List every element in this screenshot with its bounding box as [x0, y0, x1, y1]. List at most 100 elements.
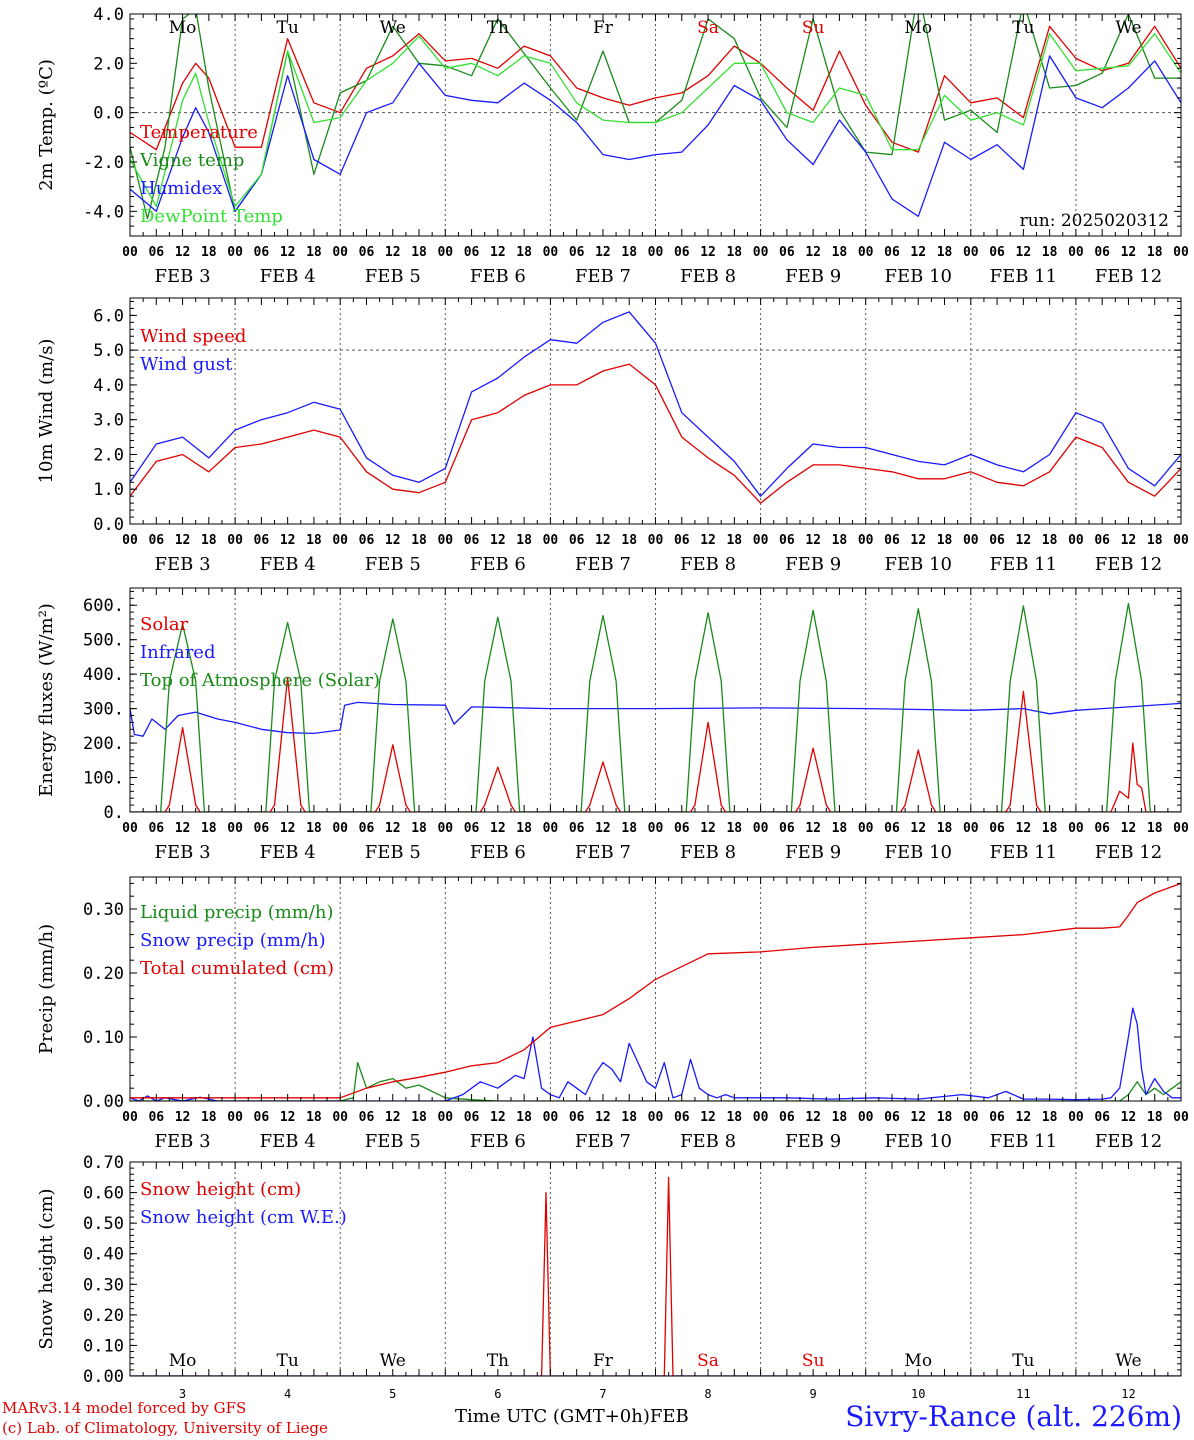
- weekday-label: Th: [487, 1351, 509, 1371]
- date-label: FEB 9: [785, 1131, 841, 1152]
- hour-tick-label: 06: [359, 245, 375, 260]
- weekday-label: We: [380, 1351, 406, 1371]
- run-label: run: 2025020312: [1020, 211, 1169, 231]
- hour-tick-label: 12: [910, 245, 926, 260]
- weekday-label: Sa: [697, 1351, 719, 1371]
- hour-tick-label: 00: [1068, 821, 1084, 836]
- legend-entry: Wind speed: [140, 326, 246, 347]
- hour-tick-label: 00: [543, 245, 559, 260]
- weekday-label: Tu: [277, 1351, 299, 1371]
- hour-tick-label: 12: [1016, 533, 1032, 548]
- hour-tick-label: 18: [516, 533, 532, 548]
- series-dewpoint-temp: [130, 33, 1181, 208]
- hour-tick-label: 06: [148, 1110, 164, 1125]
- hour-tick-label: 18: [1147, 821, 1163, 836]
- hour-tick-label: 06: [464, 245, 480, 260]
- series-liquid-precip-mm-h: [130, 1061, 1181, 1101]
- legend-entry: Snow height (cm W.E.): [140, 1207, 347, 1228]
- y-axis-label: 10m Wind (m/s): [36, 339, 57, 484]
- series-infrared: [130, 701, 1181, 737]
- hour-tick-label: 12: [385, 1110, 401, 1125]
- day-number-label: 3: [179, 1387, 186, 1401]
- hour-tick-label: 18: [1147, 245, 1163, 260]
- date-label: FEB 12: [1095, 842, 1162, 863]
- day-number-label: 11: [1016, 1387, 1030, 1401]
- panel-4: 0.00 0.10 0.20 0.30 Precip (mm/h) Liquid prec…: [36, 876, 1189, 1152]
- series-group: [130, 1176, 1181, 1376]
- series-temperature: [130, 25, 1181, 153]
- hour-tick-label: 12: [1121, 245, 1137, 260]
- hour-tick-label: 00: [332, 821, 348, 836]
- y-tick-label: 4.0: [93, 5, 124, 25]
- hour-tick-label: 18: [306, 245, 322, 260]
- hour-tick-label: 06: [989, 821, 1005, 836]
- hour-tick-label: 18: [726, 245, 742, 260]
- y-tick-label: 2.0: [93, 445, 124, 465]
- legend-entry: Vigne temp: [139, 150, 244, 171]
- hour-tick-label: 18: [201, 821, 217, 836]
- hour-tick-label: 18: [1147, 1110, 1163, 1125]
- hour-tick-label: 00: [437, 533, 453, 548]
- hour-tick-label: 00: [437, 821, 453, 836]
- date-label: FEB 10: [885, 842, 952, 863]
- series-snow-precip-mm-h: [130, 1007, 1181, 1101]
- hour-tick-label: 06: [464, 533, 480, 548]
- hour-tick-label: 06: [254, 1110, 270, 1125]
- hour-tick-label: 00: [858, 1110, 874, 1125]
- month-label: FEB: [649, 1406, 689, 1427]
- hour-tick-label: 00: [543, 1110, 559, 1125]
- hour-tick-label: 06: [569, 533, 585, 548]
- date-label: FEB 11: [990, 554, 1057, 575]
- weekday-label: Th: [487, 18, 509, 38]
- hour-tick-label: 06: [569, 245, 585, 260]
- hour-tick-label: 18: [306, 533, 322, 548]
- series-total-cumulated-cm: [130, 882, 1181, 1099]
- legend-entry: Infrared: [140, 642, 215, 663]
- hour-tick-label: 18: [832, 533, 848, 548]
- panel-5: 0.00 0.10 0.20 0.30 0.40 0.50 0.60 0.70 Snow hei…: [36, 1153, 1182, 1401]
- y-tick-label: 0.60: [83, 1184, 124, 1204]
- panel-3: 0. 100. 200. 300. 400. 500. 600. Energy fluxes …: [36, 587, 1189, 863]
- hour-tick-label: 00: [227, 1110, 243, 1125]
- date-label: FEB 11: [990, 842, 1057, 863]
- date-label: FEB 6: [470, 266, 526, 287]
- day-number-label: 4: [284, 1387, 291, 1401]
- hour-tick-label: 00: [753, 245, 769, 260]
- hour-tick-label: 18: [1147, 533, 1163, 548]
- date-label: FEB 4: [260, 266, 316, 287]
- date-label: FEB 6: [470, 554, 526, 575]
- legend-entry: Total cumulated (cm): [140, 958, 334, 979]
- date-label: FEB 12: [1095, 554, 1162, 575]
- hour-tick-label: 00: [543, 821, 559, 836]
- legend-entry: Temperature: [140, 122, 258, 143]
- hour-tick-label: 18: [937, 245, 953, 260]
- hour-tick-label: 00: [648, 1110, 664, 1125]
- day-number-label: 6: [494, 1387, 501, 1401]
- hour-tick-label: 06: [674, 821, 690, 836]
- hour-tick-label: 12: [700, 245, 716, 260]
- date-label: FEB 8: [680, 266, 736, 287]
- hour-tick-label: 18: [411, 821, 427, 836]
- model-credit: MARv3.14 model forced by GFS: [2, 1399, 247, 1417]
- y-tick-label: 6.0: [93, 306, 124, 326]
- y-tick-label: 100.: [83, 769, 124, 789]
- hour-tick-label: 00: [122, 1110, 138, 1125]
- series-group: [130, 14, 1181, 220]
- hour-tick-label: 00: [227, 821, 243, 836]
- hour-tick-label: 18: [201, 245, 217, 260]
- hour-tick-label: 18: [937, 533, 953, 548]
- y-tick-label: 0.50: [83, 1214, 124, 1234]
- hour-tick-label: 12: [805, 821, 821, 836]
- y-tick-label: 0.0: [93, 104, 124, 124]
- date-label: FEB 10: [885, 266, 952, 287]
- hour-tick-label: 06: [1094, 245, 1110, 260]
- date-label: FEB 8: [680, 554, 736, 575]
- date-label: FEB 9: [785, 266, 841, 287]
- hour-tick-label: 12: [805, 533, 821, 548]
- hour-tick-label: 12: [175, 245, 191, 260]
- hour-tick-label: 12: [175, 533, 191, 548]
- y-tick-label: 500.: [83, 631, 124, 651]
- time-unit-label: Time UTC (GMT+0h): [455, 1406, 650, 1427]
- weekday-label: Sa: [697, 18, 719, 38]
- y-tick-label: 0.10: [83, 1028, 124, 1048]
